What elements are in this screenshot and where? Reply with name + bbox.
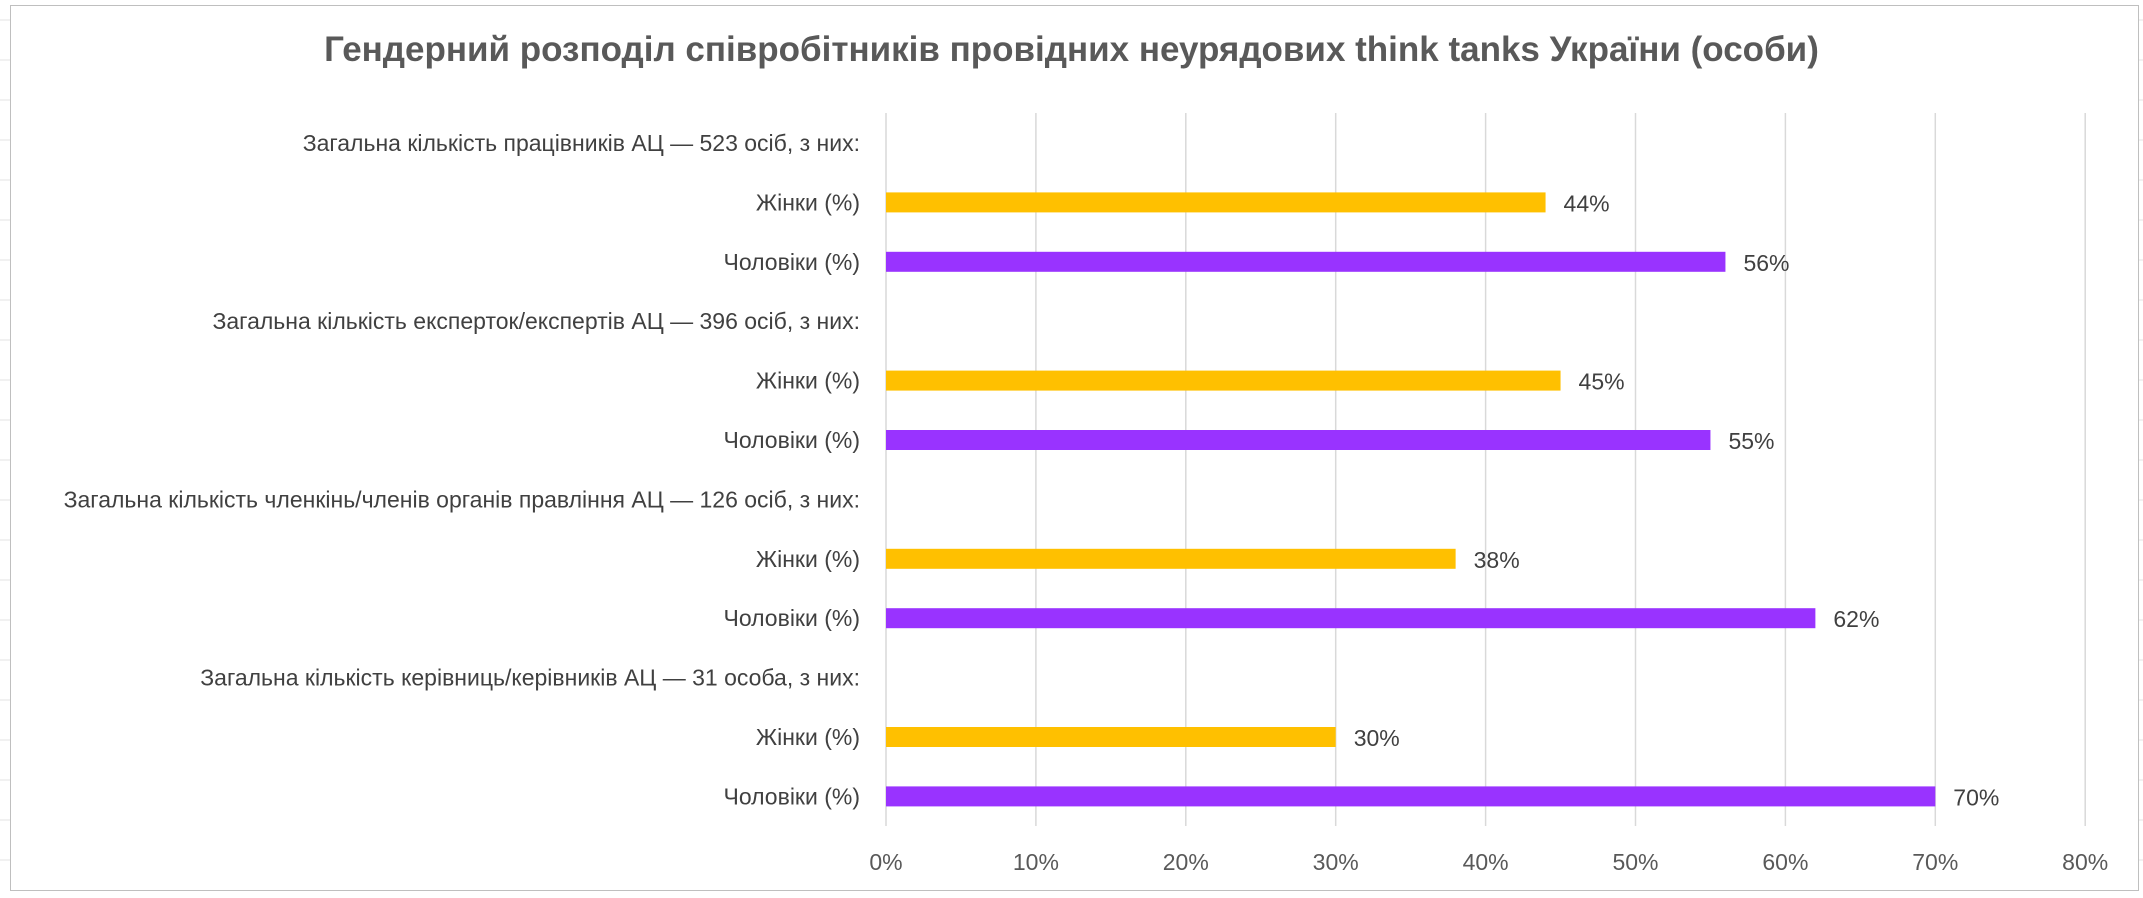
- x-tick-label: 10%: [1013, 849, 1059, 875]
- bar-men: [886, 608, 1816, 629]
- bar-women: [886, 727, 1336, 747]
- bar-men: [886, 251, 1726, 272]
- category-label: Чоловіки (%): [724, 427, 860, 453]
- bar-women: [886, 370, 1561, 391]
- bar-men: [886, 786, 1936, 807]
- category-label: Загальна кількість працівників АЦ — 523 …: [303, 130, 860, 156]
- category-label: Жінки (%): [756, 368, 860, 394]
- category-label: Загальна кількість членкінь/членів орган…: [64, 486, 860, 512]
- data-label: 44%: [1564, 190, 1610, 216]
- category-label: Загальна кількість керівниць/керівників …: [200, 665, 860, 691]
- x-tick-label: 20%: [1163, 849, 1209, 875]
- category-label: Чоловіки (%): [724, 783, 860, 809]
- x-tick-label: 70%: [1912, 849, 1958, 875]
- data-label: 56%: [1743, 250, 1789, 276]
- category-label: Жінки (%): [756, 189, 860, 215]
- bar-men: [886, 430, 1711, 450]
- x-tick-label: 30%: [1313, 849, 1359, 875]
- data-label: 30%: [1354, 725, 1400, 751]
- x-tick-label: 40%: [1463, 849, 1509, 875]
- data-label: 70%: [1953, 784, 1999, 810]
- data-label: 38%: [1474, 547, 1520, 573]
- data-label: 45%: [1579, 369, 1625, 395]
- bar-women: [886, 192, 1546, 213]
- category-label: Жінки (%): [756, 546, 860, 572]
- category-label: Загальна кількість експерток/експертів А…: [213, 308, 861, 334]
- category-label: Чоловіки (%): [724, 605, 860, 631]
- x-tick-label: 50%: [1612, 849, 1658, 875]
- bar-women: [886, 548, 1456, 569]
- x-tick-label: 80%: [2062, 849, 2108, 875]
- x-tick-label: 0%: [869, 849, 902, 875]
- category-label: Жінки (%): [756, 724, 860, 750]
- category-label: Чоловіки (%): [724, 249, 860, 275]
- x-tick-label: 60%: [1762, 849, 1808, 875]
- data-label: 55%: [1728, 428, 1774, 454]
- chart-title: Гендерний розподіл співробітників провід…: [324, 30, 1819, 69]
- data-label: 62%: [1833, 606, 1879, 632]
